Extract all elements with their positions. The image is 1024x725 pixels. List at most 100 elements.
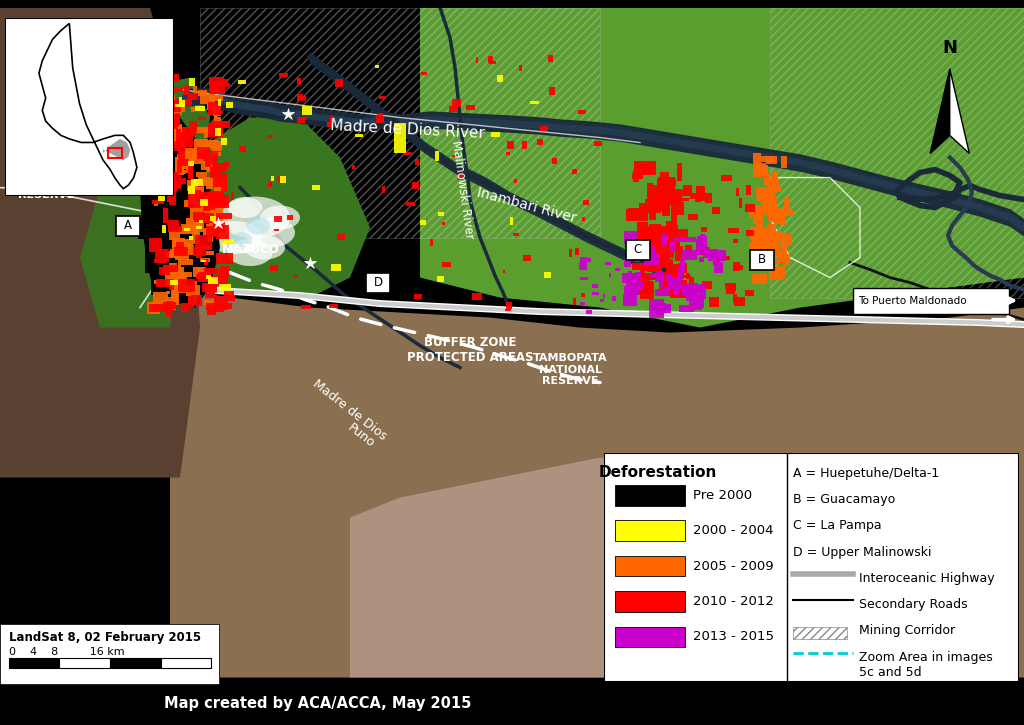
Bar	[664, 183, 673, 188]
Bar	[152, 199, 164, 204]
Bar	[203, 283, 217, 292]
Bar	[209, 231, 217, 235]
Bar	[137, 217, 153, 239]
Bar	[165, 181, 177, 191]
Bar	[337, 234, 345, 240]
Bar	[174, 247, 188, 256]
Bar	[777, 255, 786, 263]
Bar	[669, 264, 684, 277]
Bar	[434, 151, 439, 161]
Bar	[154, 259, 168, 262]
Bar	[670, 286, 689, 299]
Bar	[584, 200, 590, 204]
Bar	[652, 260, 662, 268]
Bar	[548, 55, 553, 62]
Bar	[629, 208, 644, 220]
Text: Madre de Dios River: Madre de Dios River	[330, 118, 485, 141]
Bar	[162, 95, 174, 103]
Bar	[663, 305, 671, 310]
Bar	[209, 82, 225, 94]
Bar	[780, 245, 786, 256]
Text: N: N	[942, 39, 957, 57]
Bar	[592, 291, 599, 296]
Bar	[529, 101, 539, 104]
Bar	[109, 148, 122, 159]
Bar	[214, 220, 221, 231]
Bar	[194, 139, 208, 153]
FancyBboxPatch shape	[626, 239, 650, 260]
Bar	[206, 225, 211, 232]
Bar	[712, 207, 721, 214]
Bar	[614, 521, 685, 541]
Ellipse shape	[227, 239, 272, 266]
Bar	[168, 275, 186, 288]
Bar	[185, 148, 197, 153]
Bar	[764, 177, 774, 184]
Bar	[641, 207, 647, 212]
FancyBboxPatch shape	[366, 273, 390, 293]
Bar	[757, 258, 763, 269]
Bar	[218, 99, 220, 106]
Text: Interoceanic Highway: Interoceanic Highway	[859, 572, 995, 585]
Bar	[150, 304, 167, 312]
Bar	[207, 307, 215, 315]
Bar	[209, 276, 217, 289]
Polygon shape	[350, 457, 700, 678]
Bar	[165, 272, 183, 286]
Bar	[166, 254, 181, 258]
Bar	[774, 235, 780, 247]
Bar	[655, 252, 674, 258]
Bar	[671, 236, 680, 249]
Bar	[170, 121, 178, 129]
Bar	[197, 172, 207, 177]
Text: Malinowski River: Malinowski River	[449, 139, 475, 239]
Bar	[156, 91, 172, 101]
Bar	[178, 100, 185, 107]
Bar	[458, 174, 463, 180]
Bar	[158, 130, 182, 165]
Bar	[196, 273, 211, 279]
Text: 2010 - 2012: 2010 - 2012	[693, 595, 774, 608]
Bar	[175, 157, 190, 168]
Bar	[208, 102, 221, 115]
Text: B = Guacamayo: B = Guacamayo	[793, 493, 895, 506]
Bar	[206, 251, 214, 255]
Bar	[197, 153, 206, 156]
Bar	[504, 270, 506, 273]
Bar	[581, 293, 585, 297]
Bar	[678, 263, 687, 273]
Bar	[689, 302, 697, 310]
Bar	[646, 228, 652, 235]
Bar	[206, 202, 213, 207]
Bar	[174, 109, 182, 115]
Bar	[211, 87, 220, 94]
Bar	[205, 151, 218, 165]
Bar	[758, 245, 764, 250]
Bar	[161, 304, 176, 310]
Bar	[211, 152, 221, 157]
Bar	[179, 160, 189, 165]
Bar	[176, 139, 181, 146]
Bar	[176, 242, 184, 248]
Bar	[647, 183, 653, 200]
Bar	[205, 268, 217, 273]
Bar	[614, 556, 685, 576]
Bar	[420, 220, 426, 225]
Bar	[163, 207, 168, 223]
Bar	[757, 238, 764, 249]
Bar	[170, 97, 175, 112]
Bar	[175, 170, 186, 174]
Bar	[204, 213, 214, 223]
Bar	[273, 215, 283, 222]
Bar	[239, 146, 246, 152]
Bar	[174, 251, 189, 260]
Bar	[159, 154, 163, 160]
Bar	[171, 290, 178, 301]
Bar	[414, 294, 422, 299]
Bar	[191, 150, 200, 159]
Bar	[667, 188, 682, 203]
Text: TAMBOPATA
NATIONAL
RESERVE: TAMBOPATA NATIONAL RESERVE	[532, 353, 607, 386]
Bar	[194, 217, 204, 232]
Bar	[662, 234, 667, 246]
Ellipse shape	[232, 232, 252, 247]
